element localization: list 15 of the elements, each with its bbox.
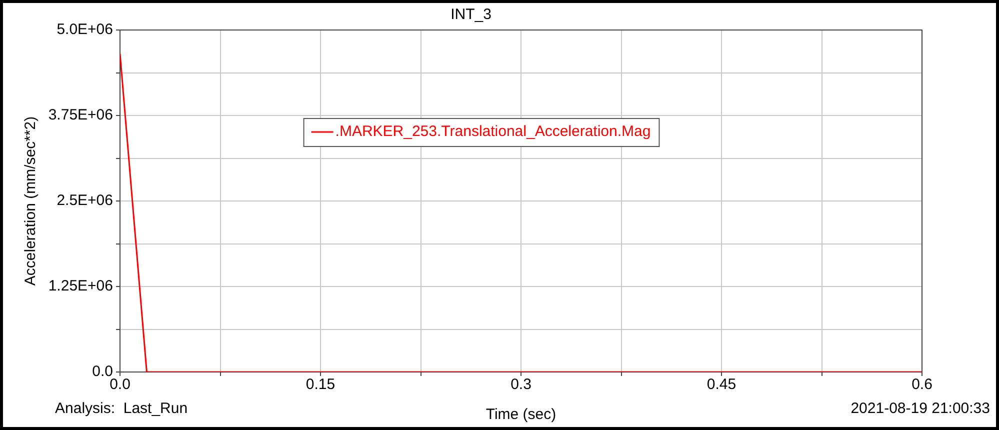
- x-axis-title: Time (sec): [486, 406, 556, 424]
- y-tick-label: 3.75E+06: [48, 106, 113, 124]
- y-tick-label: 2.5E+06: [56, 192, 113, 210]
- x-tick-label: 0.0: [110, 376, 130, 394]
- x-tick-label: 0.6: [912, 376, 932, 394]
- x-tick-label: 0.15: [306, 376, 336, 394]
- text: Analysis: Last_Run: [55, 400, 188, 418]
- legend-label: .MARKER_253.Translational_Acceleration.Mag: [335, 123, 651, 140]
- y-tick-label: 5.0E+06: [56, 21, 113, 38]
- x-tick-label: 0.45: [706, 376, 736, 394]
- chart-title: INT_3: [450, 6, 492, 24]
- y-axis-title: Acceleration (mm/sec**2): [22, 116, 40, 286]
- x-tick-label: 0.3: [510, 376, 532, 394]
- text: 2021-08-19 21:00:33: [850, 400, 990, 418]
- y-tick-label: 1.25E+06: [48, 278, 113, 295]
